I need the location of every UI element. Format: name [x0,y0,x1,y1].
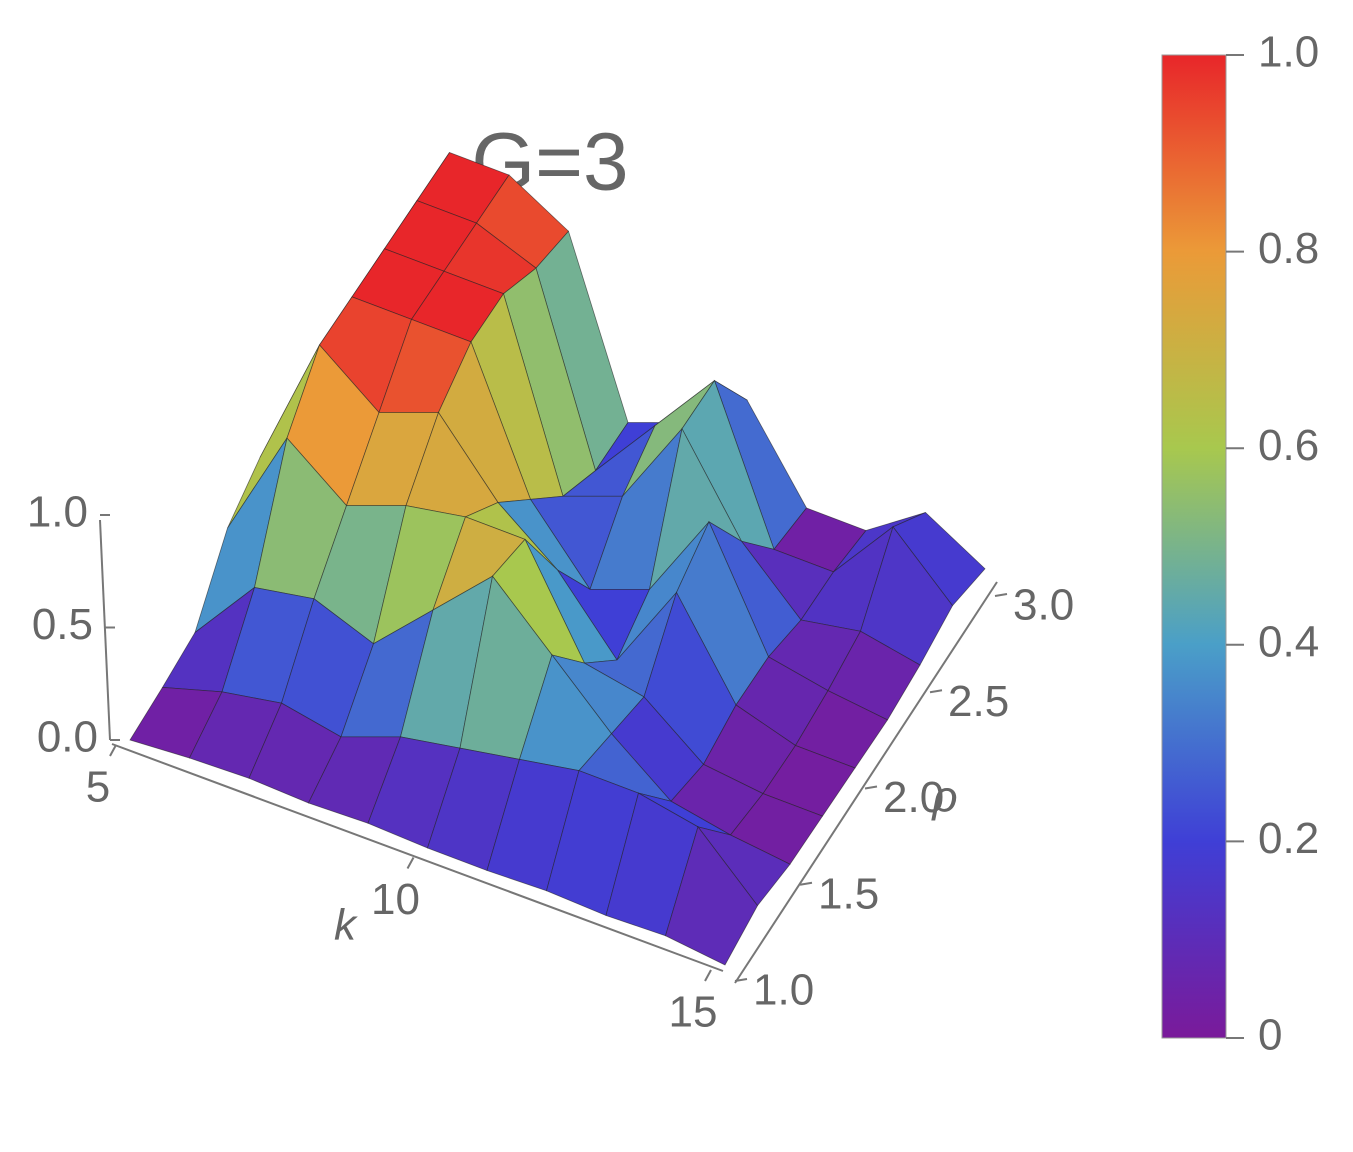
colorbar-tick-label: 0.2 [1258,814,1319,863]
z-tick-label: 0.0 [37,713,98,762]
y-tick [929,689,943,694]
colorbar-tick-label: 0.4 [1258,617,1319,666]
x-tick-label: 10 [371,875,420,924]
y-tick [864,785,878,790]
colorbar-tick-label: 0.6 [1258,421,1319,470]
surface-cell [665,826,758,966]
colorbar-tick-label: 1.0 [1258,28,1319,77]
y-tick [734,978,748,982]
x-axis [111,743,724,972]
colorbar-tick-label: 0 [1258,1011,1282,1060]
x-tick [109,744,117,757]
y-tick-label: 2.0 [883,773,944,822]
y-tick-label: 3.0 [1013,581,1074,630]
colorbar [1161,54,1227,1039]
x-tick [406,857,415,869]
z-tick-label: 1.0 [27,488,88,537]
y-tick-label: 1.5 [818,869,879,918]
x-tick-label: 5 [86,763,110,812]
y-tick-label: 2.5 [948,677,1009,726]
x-tick-label: 15 [669,988,718,1037]
y-axis-label: ρ [930,773,957,822]
z-tick-label: 0.5 [32,600,93,649]
y-axis [734,581,998,984]
x-tick [704,969,712,982]
y-tick [994,593,1008,597]
y-tick [799,881,813,886]
colorbar-tick-label: 0.8 [1258,224,1319,273]
x-axis-label: k [334,901,358,950]
y-tick-label: 1.0 [753,966,814,1015]
z-axis [99,519,111,741]
